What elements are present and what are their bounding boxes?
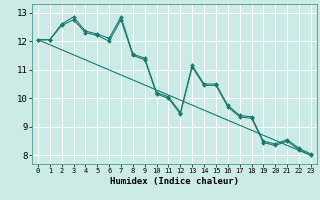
X-axis label: Humidex (Indice chaleur): Humidex (Indice chaleur) (110, 177, 239, 186)
